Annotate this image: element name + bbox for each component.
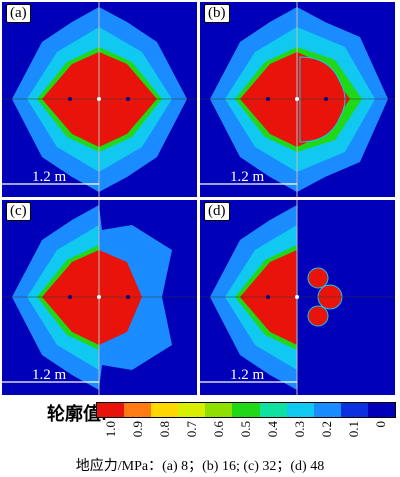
legend-swatch bbox=[232, 403, 260, 417]
legend-swatch bbox=[286, 403, 314, 417]
legend-tick-label: 0.6 bbox=[210, 421, 226, 438]
legend-tick-label: 0.9 bbox=[129, 421, 145, 438]
panel-label-c: (c) bbox=[6, 202, 31, 221]
legend-tick-label: 0.8 bbox=[156, 421, 172, 438]
panel-b: (b) 1.2 m bbox=[200, 2, 395, 197]
legend-tick-label: 0.5 bbox=[238, 421, 253, 438]
contour-plot-d bbox=[200, 200, 395, 395]
scale-label-d: 1.2 m bbox=[230, 367, 265, 383]
legend-swatch bbox=[97, 403, 125, 417]
legend-title: 轮廓值: bbox=[47, 404, 107, 424]
legend-swatch bbox=[340, 403, 368, 417]
legend-tick-label: 0.4 bbox=[265, 421, 281, 438]
legend-swatch bbox=[151, 403, 179, 417]
legend-tick-label: 0.1 bbox=[346, 421, 362, 438]
legend-colorbar bbox=[96, 402, 396, 418]
scale-label-b: 1.2 m bbox=[230, 169, 265, 185]
panel-a: (a) 1.2 m bbox=[2, 2, 197, 197]
scale-label-c: 1.2 m bbox=[32, 367, 67, 383]
contour-plot-b bbox=[200, 2, 395, 197]
legend-swatch bbox=[259, 403, 287, 417]
legend-swatch bbox=[367, 403, 396, 417]
panel-c: (c) 1.2 m bbox=[2, 200, 197, 395]
legend-tick-label: 0.2 bbox=[319, 421, 335, 438]
legend-swatch bbox=[124, 403, 152, 417]
contour-plot-a bbox=[2, 2, 197, 197]
legend-swatch bbox=[205, 403, 233, 417]
legend-tick-label: 0 bbox=[373, 421, 389, 428]
panel-label-b: (b) bbox=[204, 4, 230, 23]
contour-plot-c bbox=[2, 200, 197, 395]
legend-swatch bbox=[178, 403, 206, 417]
legend-swatch bbox=[313, 403, 341, 417]
figure-caption: 地应力/MPa：(a) 8；(b) 16; (c) 32；(d) 48 bbox=[75, 459, 325, 474]
legend-tick-label: 0.7 bbox=[183, 421, 199, 438]
scale-label-a: 1.2 m bbox=[32, 169, 67, 185]
panel-d: (d) 1.2 m bbox=[200, 200, 395, 395]
legend-tick-label: 1.0 bbox=[102, 421, 118, 438]
legend-tick-label: 0.3 bbox=[292, 421, 308, 438]
panel-label-a: (a) bbox=[6, 4, 31, 23]
panel-label-d: (d) bbox=[204, 202, 230, 221]
